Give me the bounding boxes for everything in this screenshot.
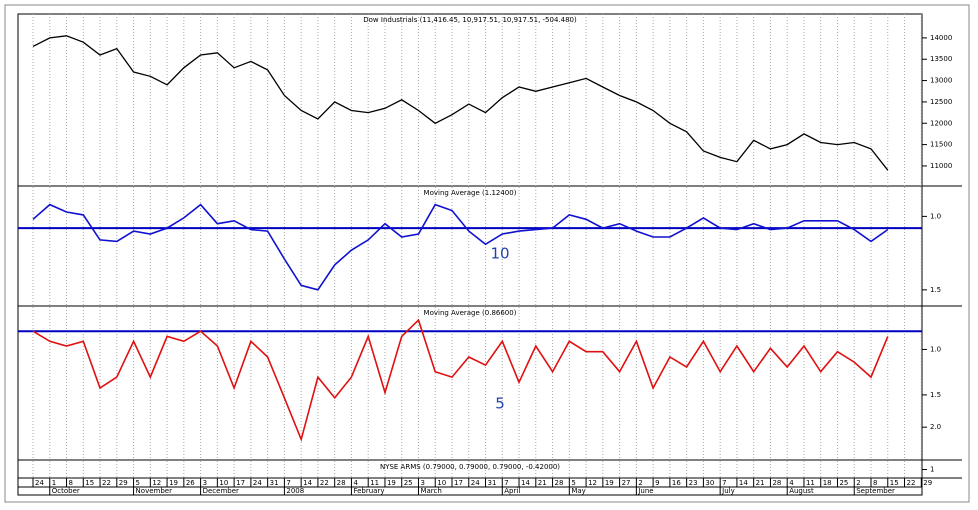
x-tick-label: 12 [152, 479, 161, 487]
y-tick-label: 2.0 [930, 423, 941, 431]
x-tick-label: 5 [571, 479, 575, 487]
x-tick-label: 4 [789, 479, 794, 487]
x-tick-label: 9 [655, 479, 659, 487]
x-tick-label: 24 [35, 479, 44, 487]
annotation: 5 [495, 395, 505, 413]
x-tick-label: 22 [907, 479, 916, 487]
y-tick-label: 1.5 [930, 286, 941, 294]
x-tick-label: 24 [471, 479, 480, 487]
x-tick-label: 8 [873, 479, 877, 487]
panel-title: Moving Average (1.12400) [424, 189, 517, 197]
x-tick-label: 15 [85, 479, 94, 487]
y-tick-label: 12000 [930, 119, 952, 127]
x-tick-label: 29 [923, 479, 932, 487]
y-tick-label: 1.0 [930, 345, 941, 353]
x-tick-label: 22 [102, 479, 111, 487]
month-label: June [637, 487, 653, 495]
y-tick-label: 13000 [930, 77, 952, 85]
y-tick-label: 12500 [930, 98, 952, 106]
month-label: July [721, 487, 735, 495]
y-tick-label: 11500 [930, 141, 952, 149]
y-tick-label: 14000 [930, 34, 952, 42]
x-tick-label: 24 [253, 479, 262, 487]
annotation: 10 [490, 245, 509, 263]
x-tick-label: 7 [722, 479, 726, 487]
series-line [32, 318, 889, 442]
x-tick-label: 27 [622, 479, 631, 487]
x-tick-label: 3 [203, 479, 207, 487]
month-label: November [136, 487, 173, 495]
x-tick-label: 19 [169, 479, 178, 487]
x-tick-label: 8 [69, 479, 73, 487]
x-tick-label: 3 [420, 479, 424, 487]
month-label: October [52, 487, 80, 495]
x-tick-label: 10 [437, 479, 446, 487]
x-tick-label: 29 [119, 479, 128, 487]
y-tick-label: 11000 [930, 162, 952, 170]
window-frame [4, 4, 970, 503]
panel-title: Moving Average (0.86600) [424, 309, 517, 317]
x-tick-label: 17 [454, 479, 463, 487]
x-tick-label: 18 [823, 479, 832, 487]
x-tick-label: 21 [538, 479, 547, 487]
x-tick-label: 12 [588, 479, 597, 487]
x-tick-label: 4 [353, 479, 358, 487]
x-tick-label: 5 [136, 479, 140, 487]
x-tick-label: 21 [756, 479, 765, 487]
x-tick-label: 14 [739, 479, 748, 487]
x-tick-label: 25 [839, 479, 848, 487]
x-tick-label: 14 [303, 479, 312, 487]
x-tick-label: 7 [504, 479, 508, 487]
x-tick-label: 26 [186, 479, 195, 487]
month-label: December [203, 487, 239, 495]
month-label: September [856, 487, 895, 495]
month-label: April [504, 487, 520, 495]
x-tick-label: 15 [890, 479, 899, 487]
y-tick-label: 1.5 [930, 391, 941, 399]
x-tick-label: 11 [806, 479, 815, 487]
x-tick-label: 31 [270, 479, 279, 487]
x-tick-label: 16 [672, 479, 681, 487]
x-tick-label: 7 [286, 479, 290, 487]
x-tick-label: 14 [521, 479, 530, 487]
x-tick-label: 2 [638, 479, 642, 487]
y-tick-label: 13500 [930, 55, 952, 63]
x-tick-label: 19 [387, 479, 396, 487]
x-tick-label: 22 [320, 479, 329, 487]
x-tick-label: 1 [52, 479, 56, 487]
month-label: May [571, 487, 585, 495]
x-tick-label: 23 [689, 479, 698, 487]
x-tick-label: 31 [488, 479, 497, 487]
x-tick-label: 19 [605, 479, 614, 487]
month-label: August [789, 487, 814, 495]
panel-title: NYSE ARMS (0.79000, 0.79000, 0.79000, -0… [380, 463, 560, 471]
x-tick-label: 30 [705, 479, 714, 487]
month-label: February [353, 487, 384, 495]
series-line [32, 203, 889, 291]
series-line [32, 35, 889, 171]
month-label: March [420, 487, 441, 495]
x-tick-label: 28 [772, 479, 781, 487]
x-tick-label: 2 [856, 479, 860, 487]
x-tick-label: 17 [236, 479, 245, 487]
month-label: 2008 [286, 487, 304, 495]
x-tick-label: 11 [370, 479, 379, 487]
y-tick-label: 1 [930, 466, 934, 474]
x-tick-label: 25 [404, 479, 413, 487]
panel-title: Dow Industrials (11,416.45, 10,917.51, 1… [363, 16, 577, 24]
x-tick-label: 28 [555, 479, 564, 487]
y-tick-label: 1.0 [930, 212, 941, 220]
x-tick-label: 28 [337, 479, 346, 487]
x-tick-label: 10 [219, 479, 228, 487]
